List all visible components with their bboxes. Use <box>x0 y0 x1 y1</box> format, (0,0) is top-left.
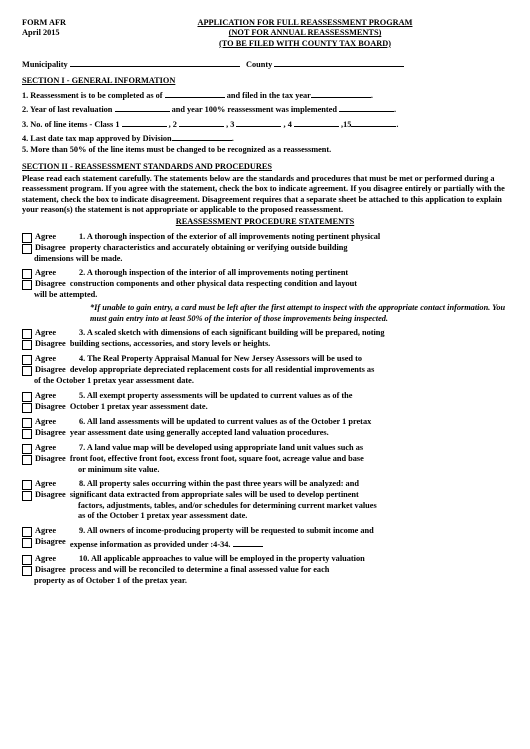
agree-checkbox-7[interactable] <box>22 444 32 454</box>
agree-checkbox-8[interactable] <box>22 480 32 490</box>
sec1-line1: 1. Reassessment is to be completed as of… <box>22 88 508 101</box>
sec1-blank-4[interactable] <box>172 131 232 141</box>
title-line3: (TO BE FILED WITH COUNTY TAX BOARD) <box>102 39 508 49</box>
disagree-checkbox-8[interactable] <box>22 491 32 501</box>
municipality-label: Municipality <box>22 60 68 69</box>
sec1-blank-3c[interactable] <box>236 117 281 127</box>
form-code: FORM AFR <box>22 18 102 28</box>
statement-3: Agree 3. A scaled sketch with dimensions… <box>22 328 508 350</box>
disagree-checkbox-2[interactable] <box>22 280 32 290</box>
form-header: FORM AFR April 2015 APPLICATION FOR FULL… <box>22 18 508 49</box>
sec1-blank-1a[interactable] <box>165 88 225 98</box>
sec1-line2: 2. Year of last revaluation and year 100… <box>22 102 508 115</box>
sec1-blank-2b[interactable] <box>339 102 394 112</box>
form-page: FORM AFR April 2015 APPLICATION FOR FULL… <box>0 0 530 749</box>
title-line2: (NOT FOR ANNUAL REASSESSMENTS) <box>102 28 508 38</box>
inspection-note: *If unable to gain entry, a card must be… <box>90 303 508 324</box>
disagree-checkbox-3[interactable] <box>22 340 32 350</box>
section2-intro: Please read each statement carefully. Th… <box>22 174 508 215</box>
disagree-checkbox-7[interactable] <box>22 455 32 465</box>
sec9-blank[interactable] <box>233 537 263 547</box>
disagree-checkbox-4[interactable] <box>22 366 32 376</box>
sec1-line5: 5. More than 50% of the line items must … <box>22 145 508 155</box>
statement-7: Agree 7. A land value map will be develo… <box>22 443 508 475</box>
sec1-line3: 3. No. of line items - Class 1 , 2 , 3 ,… <box>22 117 508 130</box>
statement-9: Agree 9. All owners of income-producing … <box>22 526 508 550</box>
agree-checkbox-6[interactable] <box>22 418 32 428</box>
statement-8: Agree 8. All property sales occurring wi… <box>22 479 508 522</box>
section1-title: SECTION I - GENERAL INFORMATION <box>22 76 508 86</box>
agree-checkbox-4[interactable] <box>22 355 32 365</box>
sec1-blank-1b[interactable] <box>311 88 371 98</box>
county-label: County <box>246 60 272 69</box>
agree-checkbox-9[interactable] <box>22 527 32 537</box>
disagree-checkbox-6[interactable] <box>22 429 32 439</box>
agree-checkbox-3[interactable] <box>22 329 32 339</box>
sec1-blank-3e[interactable] <box>351 117 396 127</box>
sec1-blank-3b[interactable] <box>179 117 224 127</box>
municipality-blank[interactable] <box>70 57 240 67</box>
agree-checkbox-5[interactable] <box>22 392 32 402</box>
agree-checkbox-10[interactable] <box>22 555 32 565</box>
sec1-blank-3d[interactable] <box>294 117 339 127</box>
statement-2: Agree 2. A thorough inspection of the in… <box>22 268 508 300</box>
procedure-title: REASSESSMENT PROCEDURE STATEMENTS <box>22 217 508 227</box>
form-date: April 2015 <box>22 28 102 38</box>
title-line1: APPLICATION FOR FULL REASSESSMENT PROGRA… <box>102 18 508 28</box>
statement-1: Agree 1. A thorough inspection of the ex… <box>22 232 508 264</box>
statement-10: Agree 10. All applicable approaches to v… <box>22 554 508 586</box>
statement-6: Agree 6. All land assessments will be up… <box>22 417 508 439</box>
agree-checkbox-1[interactable] <box>22 233 32 243</box>
statement-4: Agree 4. The Real Property Appraisal Man… <box>22 354 508 386</box>
agree-checkbox-2[interactable] <box>22 269 32 279</box>
disagree-checkbox-5[interactable] <box>22 403 32 413</box>
sec1-line4: 4. Last date tax map approved by Divisio… <box>22 131 508 144</box>
county-blank[interactable] <box>274 57 404 67</box>
disagree-checkbox-9[interactable] <box>22 538 32 548</box>
sec1-blank-2a[interactable] <box>115 102 170 112</box>
sec1-blank-3a[interactable] <box>122 117 167 127</box>
disagree-checkbox-1[interactable] <box>22 244 32 254</box>
statement-5: Agree 5. All exempt property assessments… <box>22 391 508 413</box>
section2-title: SECTION II - REASSESSMENT STANDARDS AND … <box>22 162 508 172</box>
disagree-checkbox-10[interactable] <box>22 566 32 576</box>
municipality-row: Municipality County <box>22 57 508 70</box>
